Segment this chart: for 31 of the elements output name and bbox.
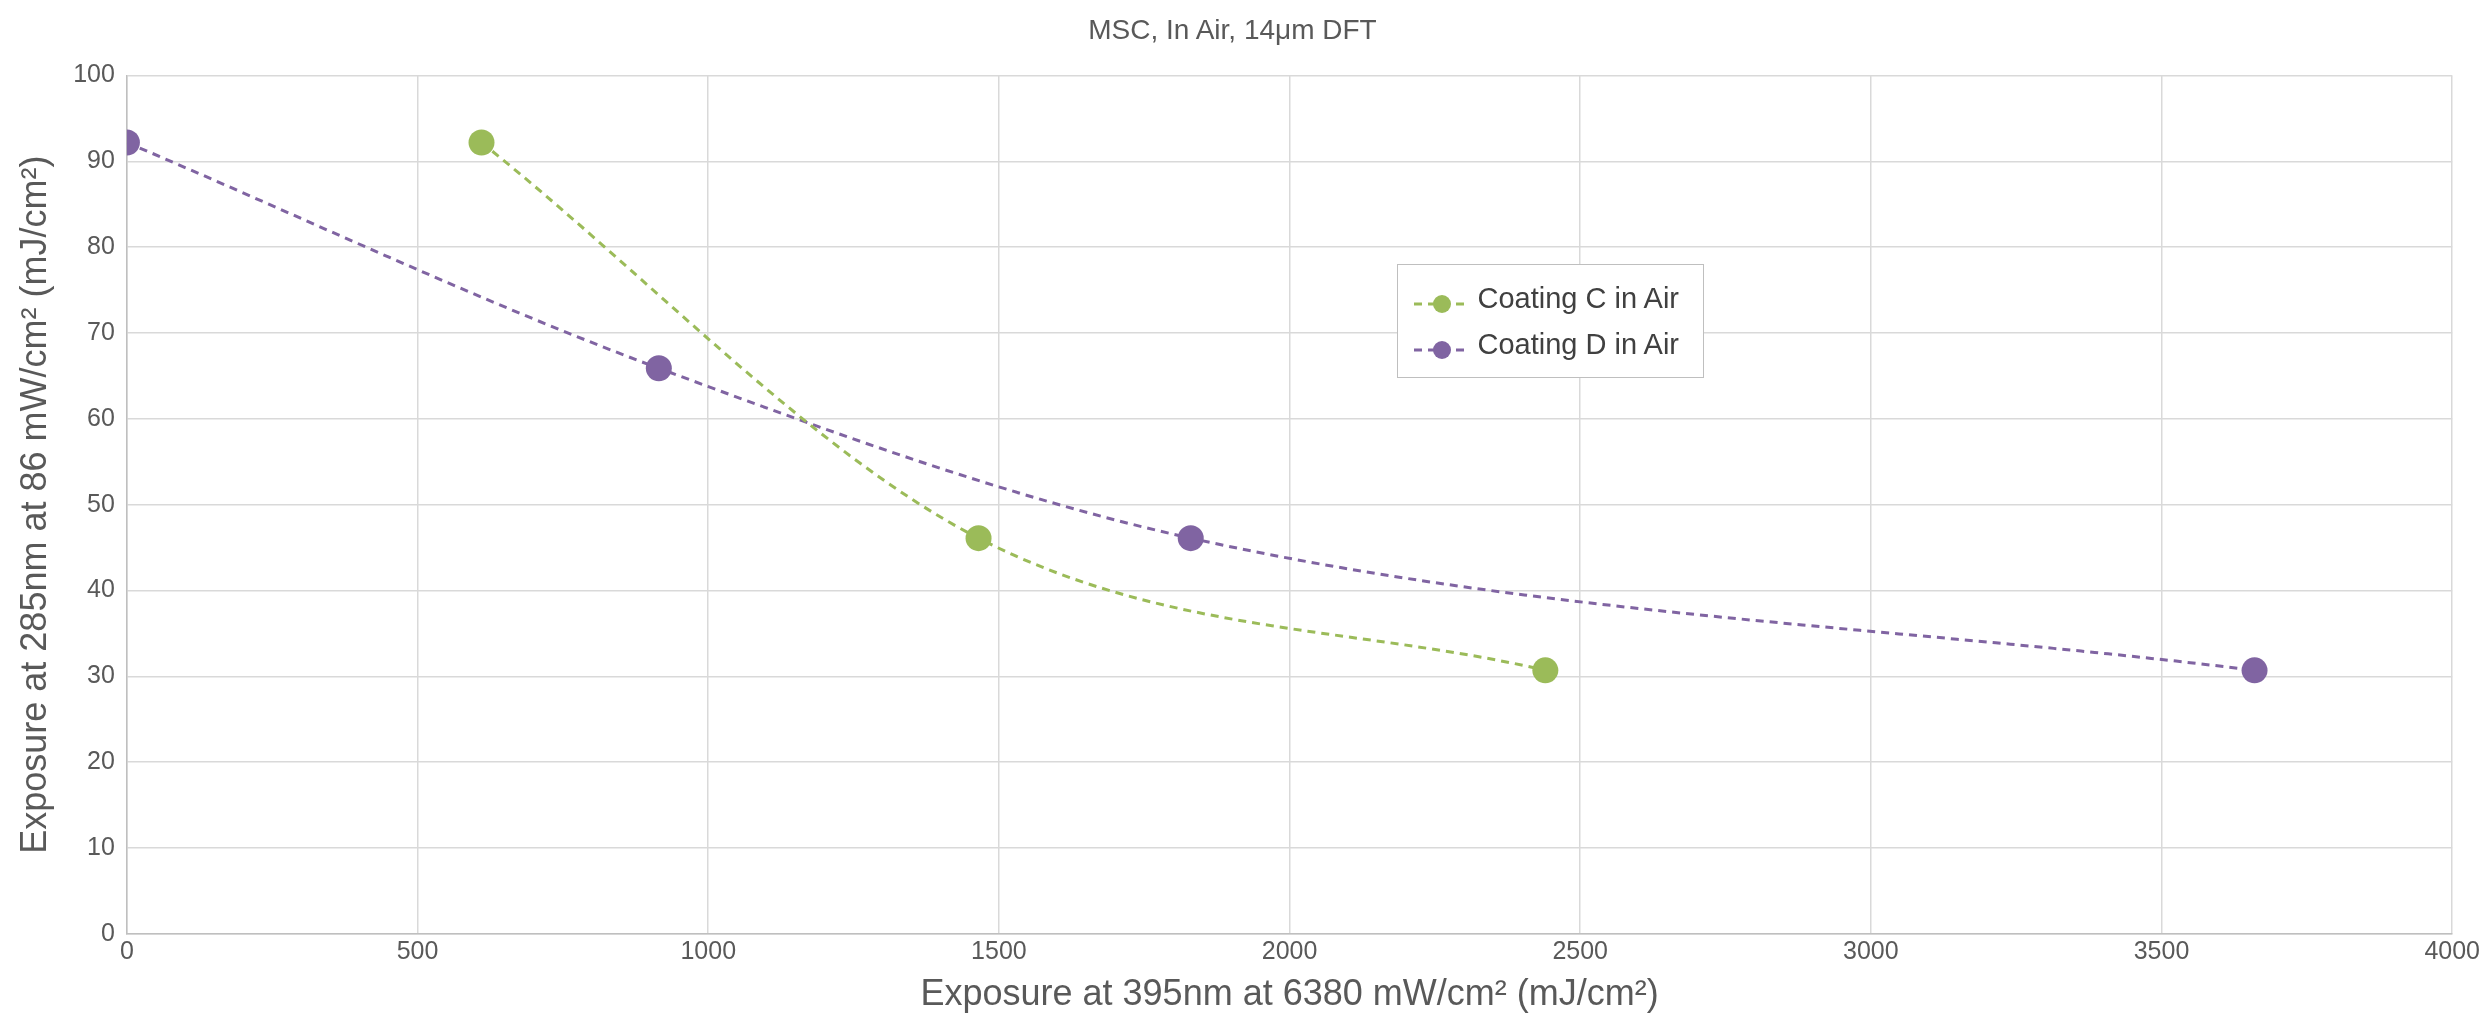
chart-title: MSC, In Air, 14μm DFT	[1088, 13, 1377, 45]
y-tick-label: 100	[73, 59, 115, 88]
point	[965, 525, 992, 552]
x-tick-label: 1000	[680, 935, 737, 964]
x-tick-label: 3000	[1843, 935, 1899, 964]
legend-label: Coating C in Air	[1477, 281, 1679, 315]
x-tick-label: 1500	[971, 935, 1027, 964]
x-axis-title: Exposure at 395nm at 6380 mW/cm² (mJ/cm²)	[920, 972, 1659, 1014]
x-tick-label: 0	[119, 935, 134, 964]
x-tick-label: 3500	[2133, 935, 2190, 964]
point	[468, 129, 495, 156]
y-tick-label: 90	[87, 145, 115, 174]
y-tick-label: 10	[87, 831, 115, 860]
y-tick-label: 0	[101, 917, 115, 946]
y-tick-label: 30	[87, 660, 115, 689]
point	[2241, 657, 2268, 684]
y-tick-label: 80	[87, 231, 115, 260]
x-tick-label: 2500	[1552, 935, 1609, 964]
y-tick-label: 20	[87, 746, 115, 775]
point	[645, 355, 672, 382]
x-tick-label: 500	[396, 935, 439, 964]
y-tick-label: 50	[87, 488, 115, 517]
x-tick-label: 2000	[1261, 935, 1318, 964]
point	[1177, 525, 1204, 552]
y-axis-title: Exposure at 285nm at 86 mW/cm² (mJ/cm²)	[12, 155, 54, 854]
y-tick-label: 60	[87, 402, 115, 431]
point	[1532, 657, 1559, 684]
y-tick-label: 70	[87, 316, 115, 345]
legend-label: Coating D in Air	[1477, 327, 1679, 361]
y-tick-label: 40	[87, 574, 115, 603]
x-tick-label: 4000	[2424, 935, 2480, 964]
